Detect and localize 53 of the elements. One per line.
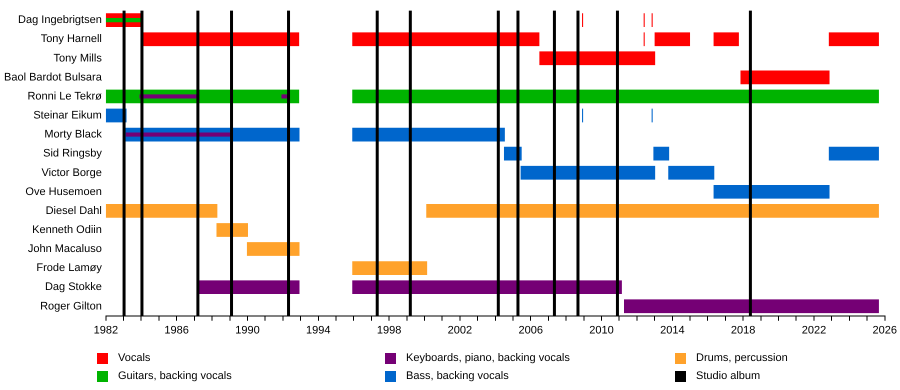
- bar: [624, 299, 879, 314]
- legend-label: Guitars, backing vocals: [118, 370, 232, 382]
- x-tick-label: 1990: [235, 324, 260, 336]
- x-tick-label: 2014: [660, 324, 685, 336]
- bar: [714, 32, 739, 46]
- y-tick-label: Morty Black: [44, 128, 102, 141]
- bar: [653, 146, 670, 161]
- bar: [352, 90, 879, 104]
- x-tick-label: 1986: [164, 324, 189, 336]
- y-tick-label: Steinar Eikum: [33, 110, 102, 122]
- y-tick-label: Dag Ingebrigtsen: [18, 14, 102, 26]
- bar: [246, 242, 300, 256]
- bar: [142, 32, 300, 46]
- legend-label: Keyboards, piano, backing vocals: [406, 352, 570, 364]
- y-tick-label: Ronni Le Tekrø: [27, 90, 102, 102]
- y-tick-label: Tony Mills: [54, 52, 102, 64]
- y-tick-label: Diesel Dahl: [46, 204, 102, 217]
- y-tick-label: John Macaluso: [28, 243, 102, 256]
- bar: [281, 94, 288, 99]
- bar: [198, 280, 300, 294]
- x-tick-label: 2026: [872, 324, 898, 336]
- x-tick-label: 2022: [802, 324, 826, 336]
- bar: [654, 32, 690, 46]
- x-tick-label: 1994: [306, 324, 331, 336]
- x-tick-label: 2010: [589, 324, 614, 336]
- bar: [352, 128, 505, 142]
- bar: [520, 166, 656, 180]
- legend-label: Vocals: [118, 352, 150, 364]
- bar: [539, 51, 656, 66]
- legend-label: Bass, backing vocals: [406, 370, 509, 382]
- x-tick-label: 1998: [376, 324, 402, 336]
- y-tick-label: Victor Borge: [42, 166, 102, 179]
- x-tick-label: 2002: [448, 324, 472, 336]
- y-tick-label: Ove Husemoen: [25, 186, 102, 198]
- legend-label: Drums, percussion: [696, 352, 788, 364]
- x-tick-label: 2018: [730, 324, 756, 336]
- y-tick-label: Roger Gilton: [40, 300, 102, 312]
- y-tick-label: Dag Stokke: [44, 281, 102, 294]
- bar: [828, 32, 879, 46]
- x-tick-label: 1982: [94, 324, 118, 336]
- bar: [714, 184, 830, 199]
- y-tick-label: Tony Harnell: [40, 33, 102, 46]
- x-tick-label: 2006: [518, 324, 543, 336]
- y-tick-label: Frode Lamøy: [36, 262, 102, 274]
- y-tick-label: Sid Ringsby: [43, 148, 102, 160]
- y-tick-label: Baol Bardot Bulsara: [4, 71, 103, 84]
- bar: [740, 70, 830, 84]
- bar: [426, 204, 879, 218]
- bar: [352, 261, 428, 275]
- y-tick-label: Kenneth Odiin: [32, 224, 102, 236]
- bar: [828, 146, 879, 161]
- legend-label: Studio album: [696, 370, 760, 382]
- bar: [668, 166, 714, 180]
